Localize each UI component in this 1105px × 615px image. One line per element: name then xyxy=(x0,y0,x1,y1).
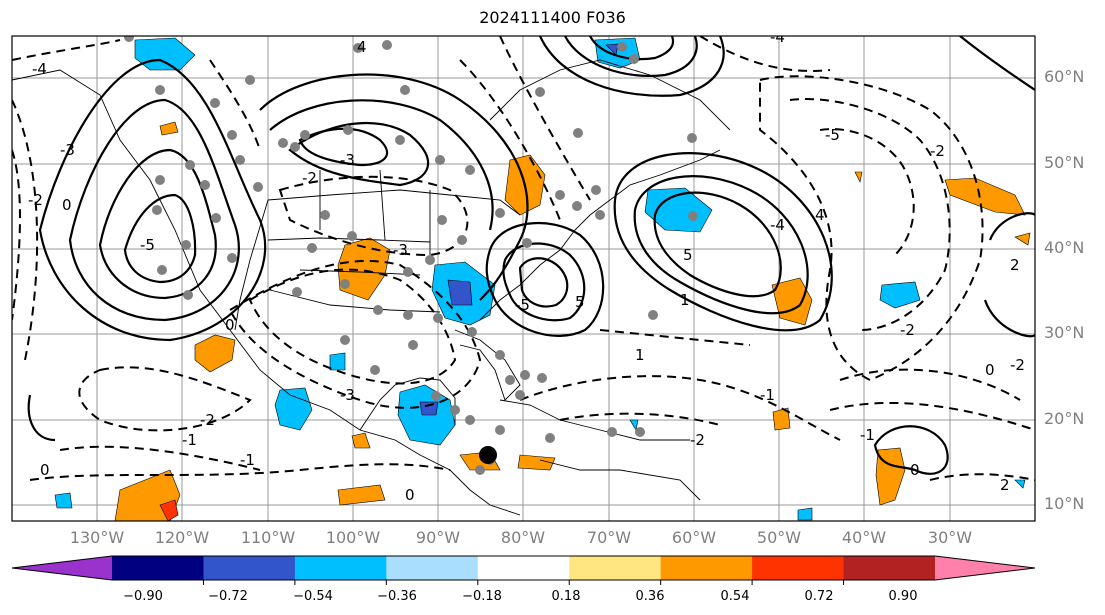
negative-contours xyxy=(12,36,1035,481)
svg-text:0: 0 xyxy=(985,361,995,379)
colorbar-extend-high xyxy=(935,556,1035,580)
svg-text:-2: -2 xyxy=(302,169,317,187)
lat-label-50n: 50°N xyxy=(1044,153,1085,172)
lat-label-20n: 20°N xyxy=(1044,409,1085,428)
svg-text:0: 0 xyxy=(405,486,415,504)
colorbar-tick-label: 0.36 xyxy=(635,589,665,604)
colorbar xyxy=(11,555,1036,585)
colorbar-bin xyxy=(843,556,936,580)
colorbar-tick-label: 0.54 xyxy=(720,589,750,604)
svg-text:-4: -4 xyxy=(770,28,785,46)
svg-text:0: 0 xyxy=(62,196,72,214)
svg-text:-4: -4 xyxy=(770,216,785,234)
svg-text:-2: -2 xyxy=(690,431,705,449)
observation-stations xyxy=(124,36,698,475)
colorbar-extend-low xyxy=(12,556,112,580)
colorbar-tick-label: −0.90 xyxy=(123,589,163,604)
colorbar-tick-label: −0.72 xyxy=(208,589,248,604)
lon-label-80w: 80°W xyxy=(500,528,546,547)
svg-text:5: 5 xyxy=(683,246,693,264)
svg-text:-1: -1 xyxy=(760,386,775,404)
colorbar-bin xyxy=(569,556,662,580)
svg-text:0: 0 xyxy=(40,461,50,479)
lon-label-70w: 70°W xyxy=(586,528,632,547)
lon-label-100w: 100°W xyxy=(325,528,381,547)
colorbar-bin xyxy=(112,556,204,580)
svg-text:-2: -2 xyxy=(28,191,43,209)
colorbar-tick-label: −0.54 xyxy=(293,589,333,604)
lat-label-10n: 10°N xyxy=(1044,494,1085,513)
svg-text:-3: -3 xyxy=(60,141,75,159)
positive-anomaly-shading xyxy=(114,121,1031,521)
svg-text:2: 2 xyxy=(1010,256,1020,274)
colorbar-bin xyxy=(203,556,296,580)
lon-label-60w: 60°W xyxy=(671,528,717,547)
lon-label-40w: 40°W xyxy=(841,528,887,547)
svg-text:-1: -1 xyxy=(240,451,255,469)
lat-label-60n: 60°N xyxy=(1044,67,1085,86)
lat-label-40n: 40°N xyxy=(1044,238,1085,257)
chart-title: 2024111400 F036 xyxy=(479,8,626,27)
svg-text:-5: -5 xyxy=(140,236,155,254)
colorbar-tick-label: −0.18 xyxy=(462,589,502,604)
colorbar-tick-label: 0.72 xyxy=(804,589,834,604)
lon-label-30w: 30°W xyxy=(927,528,973,547)
colorbar-tick-label: 0.90 xyxy=(888,589,918,604)
svg-text:-2: -2 xyxy=(930,142,945,160)
svg-text:-4: -4 xyxy=(32,60,47,78)
svg-text:4: 4 xyxy=(815,206,825,224)
svg-text:-3: -3 xyxy=(340,386,355,404)
storm-marker xyxy=(479,446,497,464)
lat-label-30n: 30°N xyxy=(1044,323,1085,342)
svg-text:1: 1 xyxy=(635,346,645,364)
svg-text:-2: -2 xyxy=(900,321,915,339)
lon-label-50w: 50°W xyxy=(756,528,802,547)
lon-label-120w: 120°W xyxy=(154,528,210,547)
svg-text:2: 2 xyxy=(1000,476,1010,494)
lon-label-130w: 130°W xyxy=(69,528,125,547)
svg-text:1: 1 xyxy=(680,291,690,309)
svg-text:-3: -3 xyxy=(340,151,355,169)
colorbar-bin xyxy=(477,556,570,580)
svg-text:-1: -1 xyxy=(860,426,875,444)
colorbar-tick-label: 0.18 xyxy=(551,589,581,604)
colorbar-bin xyxy=(386,556,479,580)
colorbar-bin xyxy=(660,556,753,580)
contour-labels: -4 4 -3 -2 0 -3 -2 -5 5 -4 -2 5 -5 4 -1 … xyxy=(28,28,1025,504)
svg-text:-1: -1 xyxy=(182,431,197,449)
svg-text:-5: -5 xyxy=(515,296,530,314)
graticule xyxy=(12,36,1035,521)
svg-text:-2: -2 xyxy=(200,411,215,429)
colorbar-bin xyxy=(752,556,845,580)
svg-text:0: 0 xyxy=(910,461,920,479)
svg-text:-2: -2 xyxy=(1010,356,1025,374)
lon-label-110w: 110°W xyxy=(240,528,296,547)
colorbar-outline xyxy=(11,555,1036,581)
colorbar-tick-label: −0.36 xyxy=(377,589,417,604)
svg-text:-3: -3 xyxy=(393,241,408,259)
positive-contours xyxy=(27,36,1035,475)
svg-text:0: 0 xyxy=(225,316,235,334)
colorbar-bin xyxy=(294,556,387,580)
map-frame xyxy=(11,35,1036,522)
svg-text:4: 4 xyxy=(357,38,367,56)
lon-label-90w: 90°W xyxy=(415,528,461,547)
svg-text:5: 5 xyxy=(575,293,585,311)
svg-text:-5: -5 xyxy=(825,126,840,144)
